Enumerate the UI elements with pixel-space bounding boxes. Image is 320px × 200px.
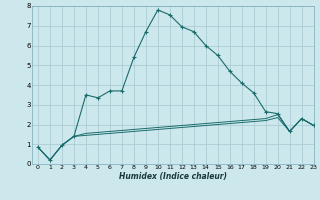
X-axis label: Humidex (Indice chaleur): Humidex (Indice chaleur) bbox=[119, 172, 227, 181]
